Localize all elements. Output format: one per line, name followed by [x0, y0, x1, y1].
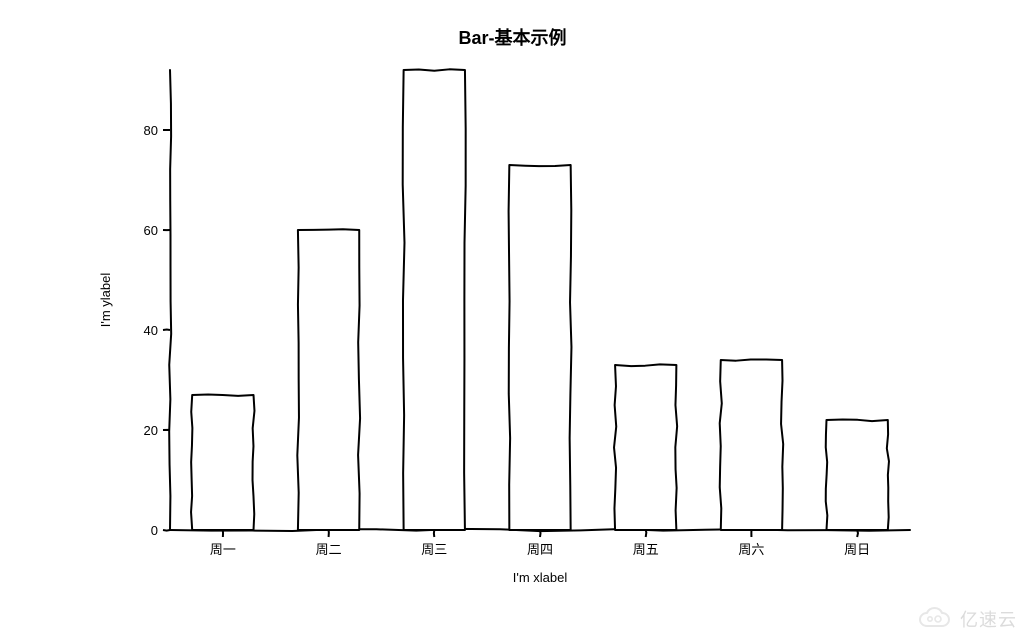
bar — [191, 394, 254, 530]
x-tick — [646, 530, 647, 537]
cloud-icon — [916, 606, 954, 632]
x-tick — [540, 530, 541, 537]
y-tick-label: 40 — [144, 323, 158, 338]
x-tick-label: 周六 — [738, 542, 764, 557]
bar-chart: Bar-基本示例 0 20 40 60 80 I'm ylabel 周一 周二 周三 周四 周五 周六 周… — [0, 0, 1025, 638]
x-tick-label: 周三 — [421, 542, 447, 557]
bar — [826, 420, 889, 531]
x-tick-label: 周一 — [210, 542, 236, 557]
chart-container: Bar-基本示例 0 20 40 60 80 I'm ylabel 周一 周二 周三 周四 周五 周六 周… — [0, 0, 1025, 638]
bar — [720, 359, 783, 530]
x-axis-label: I'm xlabel — [513, 570, 568, 585]
x-tick-label: 周四 — [527, 542, 553, 557]
x-tick-label: 周五 — [633, 542, 659, 557]
bar — [614, 364, 677, 530]
bar — [403, 69, 466, 530]
y-tick-label: 60 — [144, 223, 158, 238]
y-tick-label: 20 — [144, 423, 158, 438]
y-tick — [163, 530, 170, 531]
x-tick-label: 周二 — [316, 542, 342, 557]
y-axis — [169, 70, 171, 530]
bar — [509, 165, 572, 530]
y-tick-label: 80 — [144, 123, 158, 138]
watermark: 亿速云 — [916, 606, 1017, 632]
chart-title: Bar-基本示例 — [458, 27, 566, 48]
watermark-text: 亿速云 — [960, 606, 1017, 632]
x-tick — [857, 530, 858, 537]
y-tick-label: 0 — [151, 523, 158, 538]
y-axis-label: I'm ylabel — [98, 273, 113, 328]
bar — [297, 229, 360, 530]
x-tick-label: 周日 — [844, 542, 870, 557]
